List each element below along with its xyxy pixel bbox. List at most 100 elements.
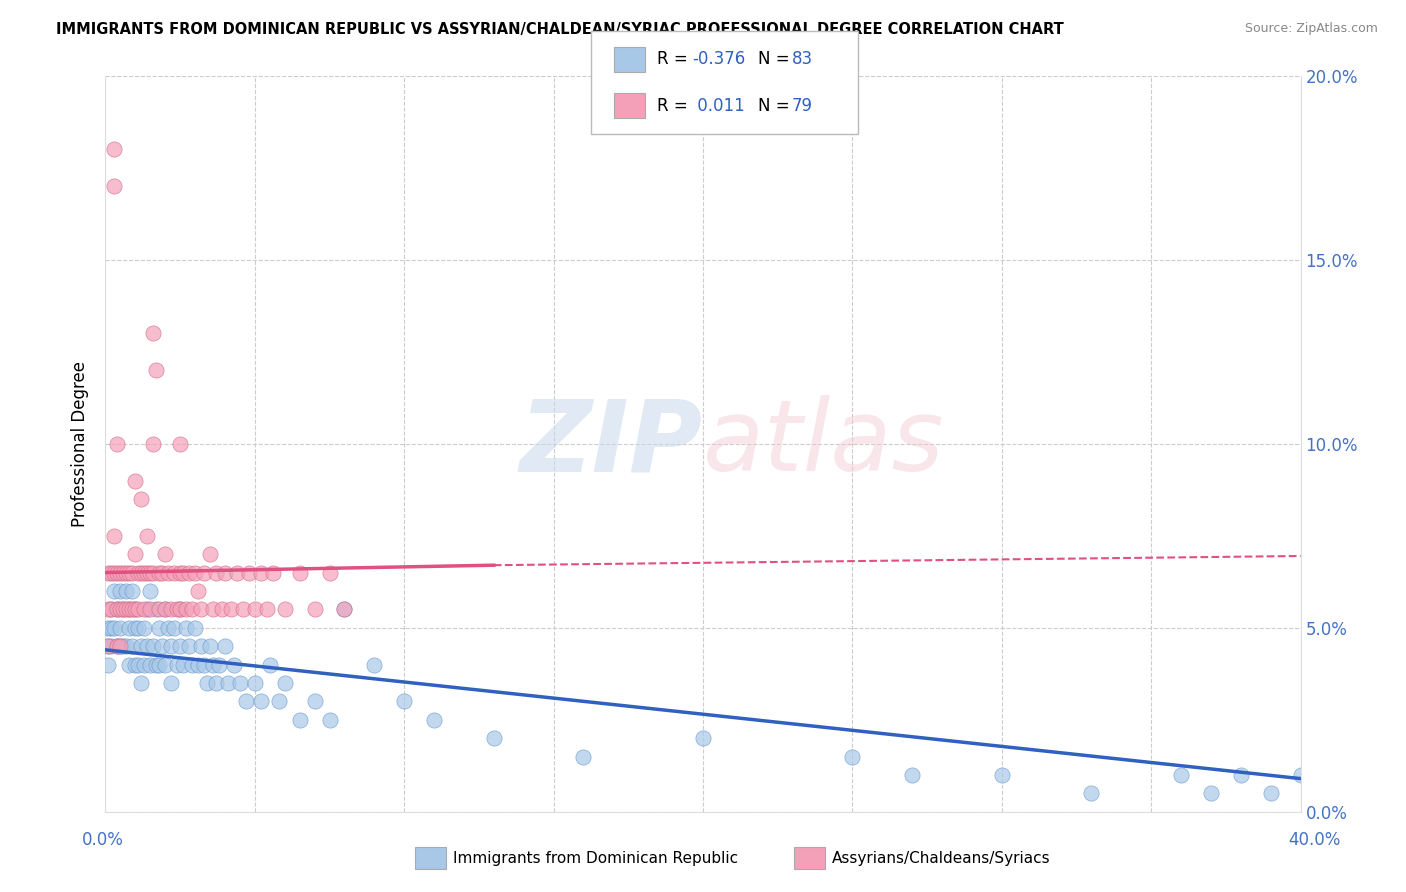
Point: [100, 639, 122, 653]
Point: [100, 602, 122, 616]
Point: [394, 694, 416, 708]
Point: [155, 602, 177, 616]
Point: [115, 639, 138, 653]
Point: [155, 602, 177, 616]
Point: [134, 657, 156, 672]
Point: [288, 713, 311, 727]
Point: [184, 621, 207, 635]
Point: [134, 621, 156, 635]
Text: N =: N =: [758, 97, 794, 115]
Point: [136, 566, 159, 580]
Point: [160, 676, 183, 690]
Point: [169, 639, 191, 653]
Point: [901, 768, 924, 782]
Point: [118, 602, 141, 616]
Point: [990, 768, 1012, 782]
Point: [97, 639, 120, 653]
Point: [205, 566, 228, 580]
Point: [256, 602, 278, 616]
Point: [1080, 786, 1102, 800]
Point: [145, 657, 167, 672]
Point: [177, 566, 201, 580]
Point: [217, 676, 239, 690]
Text: ZIP: ZIP: [520, 395, 703, 492]
Point: [127, 566, 149, 580]
Point: [148, 621, 170, 635]
Point: [107, 602, 129, 616]
Point: [243, 676, 266, 690]
Point: [304, 694, 326, 708]
Text: 40.0%: 40.0%: [1288, 831, 1341, 849]
Point: [198, 547, 221, 561]
Point: [181, 657, 204, 672]
Point: [121, 566, 143, 580]
Point: [262, 566, 284, 580]
Text: Source: ZipAtlas.com: Source: ZipAtlas.com: [1244, 22, 1378, 36]
Point: [250, 694, 273, 708]
Point: [169, 602, 191, 616]
Point: [187, 657, 209, 672]
Text: 0.0%: 0.0%: [82, 831, 124, 849]
Point: [107, 639, 129, 653]
Point: [136, 639, 159, 653]
Point: [107, 436, 129, 450]
Point: [150, 566, 173, 580]
Point: [142, 566, 165, 580]
Point: [163, 566, 186, 580]
Point: [118, 566, 141, 580]
Point: [124, 621, 146, 635]
Point: [169, 566, 191, 580]
Point: [166, 657, 188, 672]
Point: [177, 639, 201, 653]
Point: [232, 602, 254, 616]
Point: [222, 657, 245, 672]
Text: N =: N =: [758, 50, 794, 68]
Point: [142, 639, 165, 653]
Point: [273, 676, 295, 690]
Point: [150, 639, 173, 653]
Point: [148, 657, 170, 672]
Point: [482, 731, 505, 746]
Point: [139, 657, 162, 672]
Point: [572, 749, 595, 764]
Point: [172, 657, 194, 672]
Point: [110, 639, 132, 653]
Point: [169, 602, 191, 616]
Point: [174, 621, 197, 635]
Point: [238, 566, 260, 580]
Point: [103, 529, 125, 543]
Point: [103, 584, 125, 599]
Point: [190, 602, 212, 616]
Point: [225, 566, 249, 580]
Point: [100, 566, 122, 580]
Point: [250, 566, 273, 580]
Point: [211, 602, 233, 616]
Text: 0.011: 0.011: [692, 97, 745, 115]
Point: [118, 602, 141, 616]
Point: [100, 602, 122, 616]
Point: [1199, 786, 1222, 800]
Text: 79: 79: [792, 97, 813, 115]
Point: [1289, 768, 1312, 782]
Point: [139, 602, 162, 616]
Point: [129, 566, 153, 580]
Point: [97, 602, 120, 616]
Point: [107, 639, 129, 653]
Text: Immigrants from Dominican Republic: Immigrants from Dominican Republic: [453, 851, 738, 865]
Point: [1260, 786, 1282, 800]
Point: [145, 602, 167, 616]
Point: [110, 639, 132, 653]
Point: [110, 602, 132, 616]
Point: [187, 584, 209, 599]
Point: [103, 621, 125, 635]
Text: -0.376: -0.376: [692, 50, 745, 68]
Point: [205, 676, 228, 690]
Point: [139, 566, 162, 580]
Point: [103, 142, 125, 157]
Point: [169, 436, 191, 450]
Point: [121, 639, 143, 653]
Point: [148, 602, 170, 616]
Point: [139, 584, 162, 599]
Point: [163, 621, 186, 635]
Point: [155, 547, 177, 561]
